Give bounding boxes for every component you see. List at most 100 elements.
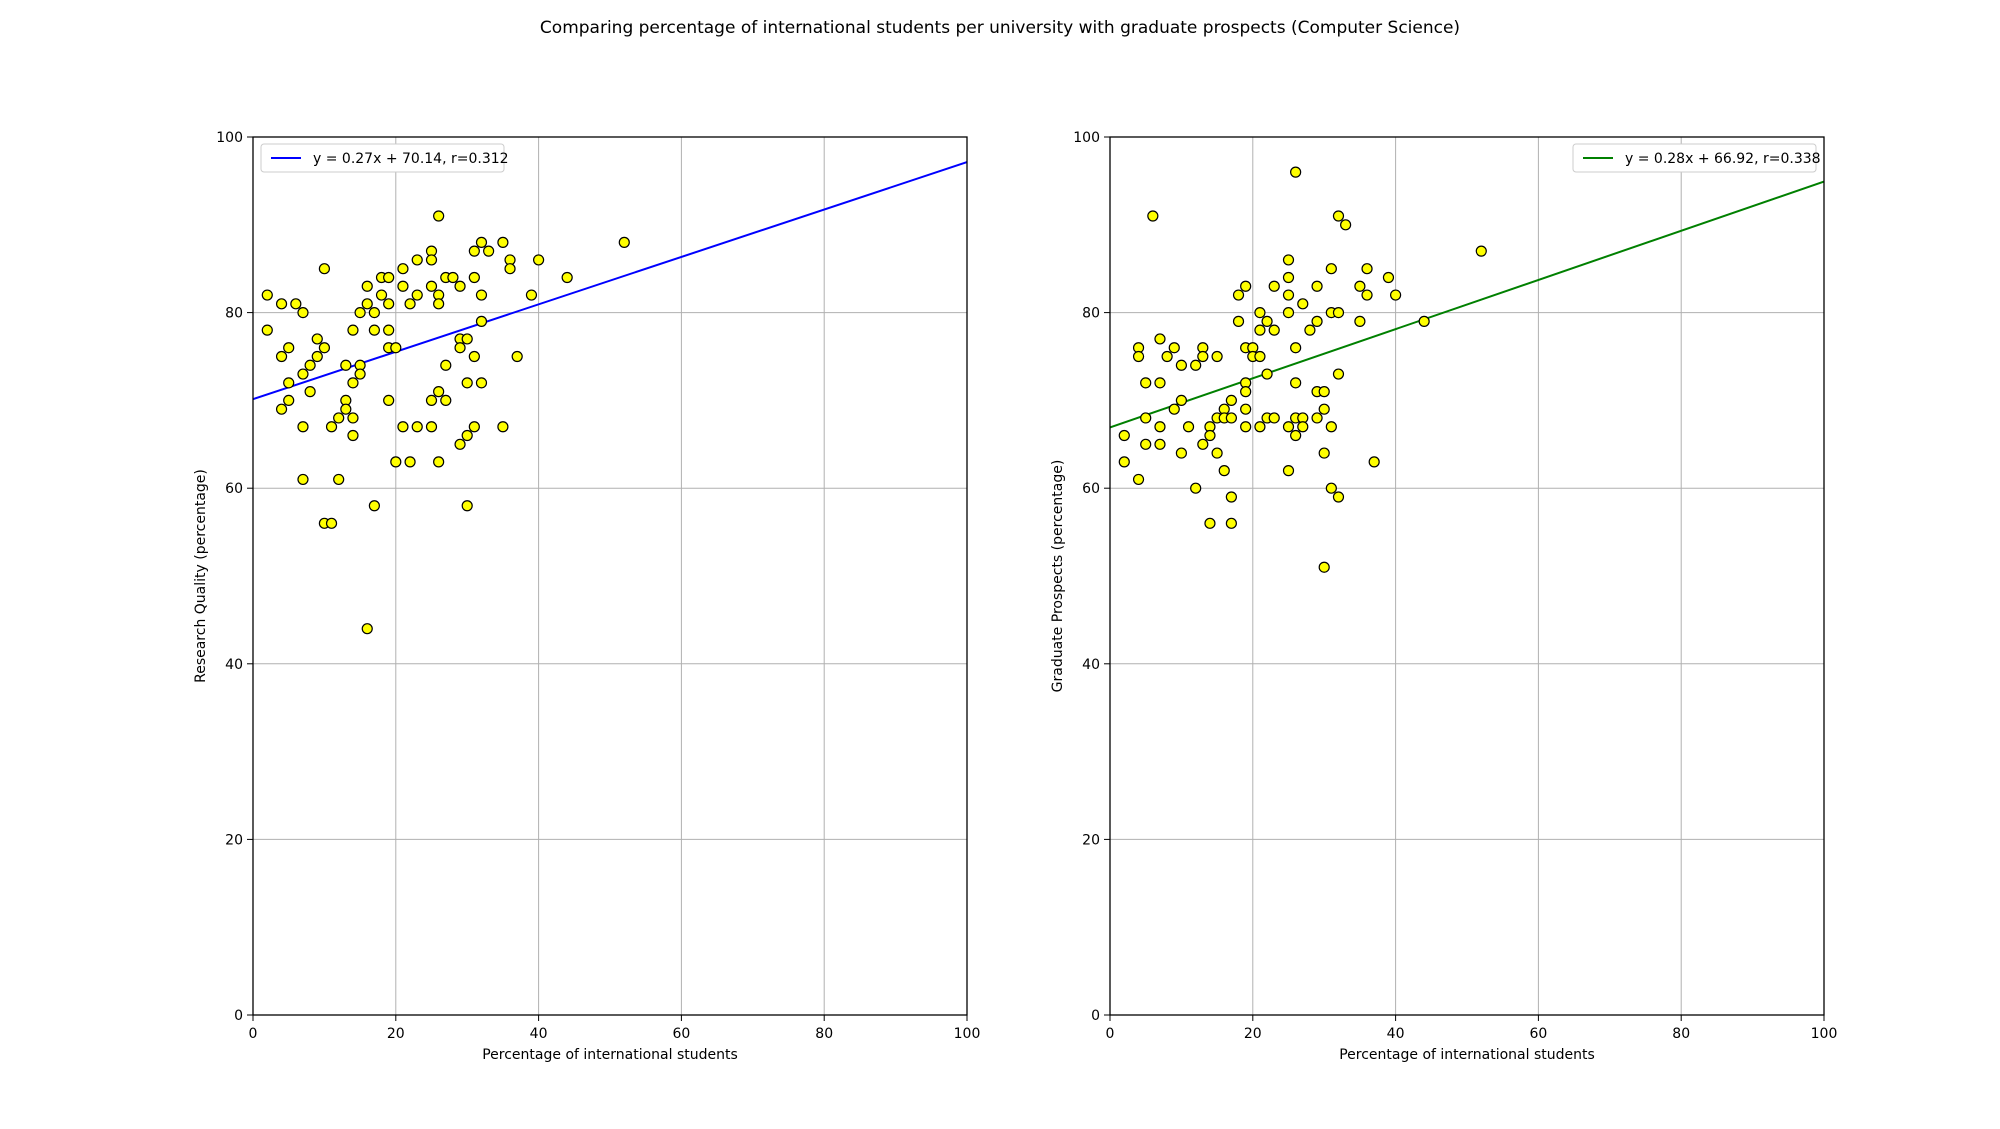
data-point (561, 271, 573, 284)
data-point (1354, 280, 1366, 292)
data-point (261, 289, 273, 301)
data-point (297, 368, 309, 380)
data-point (1332, 210, 1345, 222)
data-point (468, 350, 480, 363)
data-point (461, 500, 473, 512)
y-tick-label: 60 (1082, 481, 1100, 497)
legend-label: y = 0.27x + 70.14, r=0.312 (313, 151, 509, 167)
data-point (1290, 166, 1302, 178)
data-point (1382, 271, 1395, 284)
data-point (461, 429, 473, 442)
data-point (440, 394, 452, 406)
axes-frame (252, 136, 968, 1016)
data-point (475, 315, 488, 327)
data-point (425, 254, 438, 266)
data-point (1218, 465, 1230, 477)
data-point (1297, 421, 1309, 433)
legend-label: y = 0.28x + 66.92, r=0.338 (1625, 151, 1821, 167)
x-axis-label: Percentage of international students (482, 1047, 738, 1063)
chart-1: 0 20 40 60 80 100 0 20 40 60 80 100 Percentage of in… (193, 130, 980, 1063)
data-point (447, 271, 459, 284)
y-axis-label: Research Quality (percentage) (193, 469, 209, 683)
y-tick-label: 40 (1082, 657, 1100, 673)
data-point (290, 298, 302, 310)
data-point (340, 403, 352, 415)
data-point (1325, 421, 1337, 433)
legend: y = 0.27x + 70.14, r=0.312 (260, 143, 509, 173)
data-point (1332, 368, 1345, 380)
data-point (1225, 517, 1237, 529)
data-point (1261, 315, 1273, 327)
data-point (1161, 350, 1173, 363)
data-point (383, 298, 395, 310)
data-point (283, 377, 295, 389)
data-point (1318, 447, 1330, 459)
data-point (404, 298, 416, 310)
y-tick-label: 80 (225, 306, 243, 322)
data-point (1282, 421, 1295, 433)
data-point (1254, 421, 1266, 433)
data-point (1190, 359, 1202, 371)
data-point (1282, 465, 1295, 477)
x-tick-label: 0 (1106, 1026, 1115, 1042)
data-point (304, 386, 316, 398)
data-point (497, 421, 509, 433)
data-point (1361, 263, 1373, 275)
data-point (433, 210, 445, 222)
data-point (333, 412, 345, 424)
data-point (304, 359, 316, 371)
data-point (454, 280, 466, 292)
data-point (1418, 315, 1430, 327)
data-point (1282, 271, 1295, 284)
data-point (433, 456, 445, 468)
data-point (475, 377, 488, 389)
data-point (318, 263, 330, 275)
data-point (1225, 491, 1237, 503)
y-tick-label: 100 (1073, 130, 1100, 146)
data-point (354, 307, 366, 319)
data-point (1368, 456, 1380, 468)
data-point (325, 517, 338, 529)
data-point (1325, 482, 1337, 494)
data-point (1282, 289, 1295, 301)
data-point (1118, 429, 1130, 442)
x-tick-label: 60 (672, 1026, 690, 1042)
data-point (347, 429, 359, 442)
data-point (333, 473, 345, 486)
data-point (1140, 377, 1152, 389)
data-point (511, 350, 523, 363)
data-point (1332, 491, 1345, 503)
data-point (383, 324, 395, 336)
data-point (283, 394, 295, 406)
data-point (297, 473, 309, 486)
y-tick-label: 0 (1091, 1008, 1100, 1024)
data-point (311, 350, 323, 363)
data-point (375, 289, 388, 301)
y-tick-label: 0 (234, 1008, 243, 1024)
data-point (1132, 473, 1145, 486)
data-point (1232, 315, 1245, 327)
data-point (1332, 307, 1345, 319)
data-point (1211, 350, 1223, 363)
data-point (454, 342, 466, 354)
y-tick-label: 80 (1082, 306, 1100, 322)
data-point (297, 421, 309, 433)
data-point (1318, 386, 1330, 398)
data-point (1290, 342, 1302, 354)
data-point (618, 236, 630, 248)
data-point (361, 298, 373, 310)
x-tick-label: 60 (1529, 1026, 1547, 1042)
fit-line (253, 161, 967, 401)
data-point (325, 421, 338, 433)
data-point (425, 280, 438, 292)
data-point (1254, 324, 1266, 336)
y-axis-label: Graduate Prospects (percentage) (1050, 460, 1066, 693)
data-point (1211, 447, 1223, 459)
y-tick-label: 40 (225, 657, 243, 673)
data-point (425, 421, 438, 433)
data-point (1182, 421, 1195, 433)
data-point (275, 298, 288, 310)
data-point (1175, 394, 1188, 406)
